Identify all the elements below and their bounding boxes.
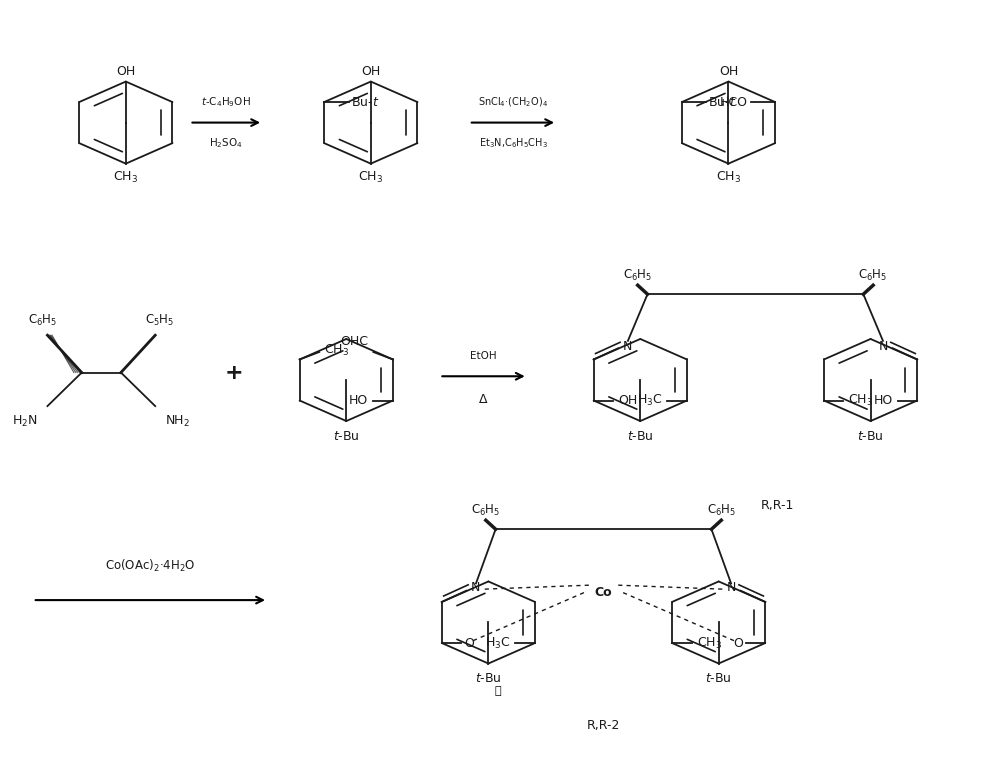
Text: H$_3$C: H$_3$C [485,635,511,651]
Text: Co(OAc)$_2$·4H$_2$O: Co(OAc)$_2$·4H$_2$O [105,558,196,574]
Text: C$_5$H$_5$: C$_5$H$_5$ [145,312,175,328]
Text: Co: Co [595,586,612,599]
Text: $t$-Bu: $t$-Bu [857,430,884,443]
Text: NH$_2$: NH$_2$ [165,413,190,429]
Text: CH$_3$: CH$_3$ [113,169,138,185]
Text: OH: OH [361,65,380,78]
Text: OHC: OHC [340,335,368,348]
Text: H$_2$N: H$_2$N [12,413,38,429]
Text: Et$_3$N,C$_6$H$_5$CH$_3$: Et$_3$N,C$_6$H$_5$CH$_3$ [479,136,547,150]
Text: R,R-2: R,R-2 [587,720,620,733]
Text: C$_6$H$_5$: C$_6$H$_5$ [28,312,57,328]
Text: C$_6$H$_5$: C$_6$H$_5$ [707,503,736,518]
Text: OH: OH [116,65,135,78]
Text: N: N [471,581,480,594]
Text: SnCl$_4$·(CH$_2$O)$_4$: SnCl$_4$·(CH$_2$O)$_4$ [478,96,548,109]
Text: H$_2$SO$_4$: H$_2$SO$_4$ [209,136,243,150]
Text: OH: OH [719,65,738,78]
Text: CH$_3$: CH$_3$ [697,635,722,651]
Text: C$_6$H$_5$: C$_6$H$_5$ [471,503,501,518]
Text: N: N [623,340,632,353]
Text: O: O [733,637,743,650]
Text: OH: OH [618,394,637,407]
Text: HCO: HCO [720,96,748,109]
Text: $t$-Bu: $t$-Bu [627,430,654,443]
Text: Bu-$t$: Bu-$t$ [708,96,737,109]
Text: CH$_3$: CH$_3$ [716,169,741,185]
Text: $t$-Bu: $t$-Bu [705,673,732,686]
Text: C$_6$H$_5$: C$_6$H$_5$ [623,268,652,283]
Text: $t$-C$_4$H$_9$OH: $t$-C$_4$H$_9$OH [201,95,251,109]
Text: +: + [224,363,243,382]
Text: H$_3$C: H$_3$C [637,393,662,408]
Text: R,R-1: R,R-1 [761,499,794,512]
Text: CH$_3$: CH$_3$ [324,343,349,358]
Text: HO: HO [873,394,893,407]
Text: EtOH: EtOH [470,351,497,361]
Text: $t$-Bu: $t$-Bu [333,430,360,443]
Text: C$_6$H$_5$: C$_6$H$_5$ [858,268,888,283]
Text: Bu-$t$: Bu-$t$ [351,96,379,109]
Text: $t$-Bu: $t$-Bu [475,673,502,686]
Text: HO: HO [349,394,368,407]
Text: CH$_3$: CH$_3$ [848,393,874,408]
Text: 🖐: 🖐 [495,686,502,696]
Text: $\Delta$: $\Delta$ [478,394,489,407]
Text: N: N [727,581,736,594]
Text: N: N [878,340,888,353]
Text: O: O [464,637,474,650]
Text: CH$_3$: CH$_3$ [358,169,383,185]
